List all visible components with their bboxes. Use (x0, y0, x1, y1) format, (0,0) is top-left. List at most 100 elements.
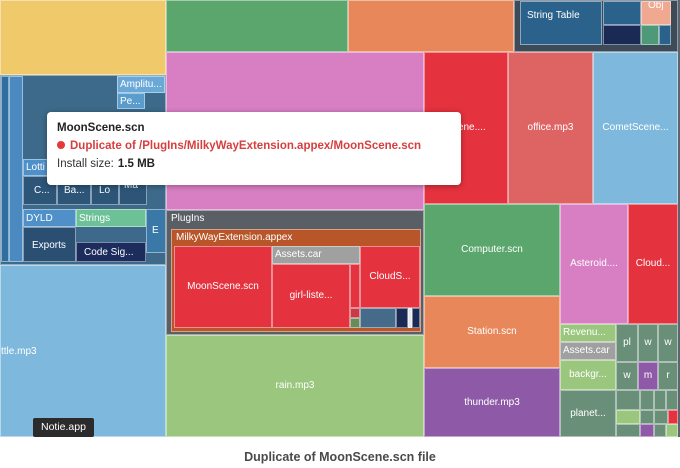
tile-pl[interactable]: pl (616, 324, 638, 362)
tile-teal-a[interactable] (641, 25, 659, 45)
tile-string-table[interactable]: String Table (520, 1, 602, 45)
tile-top-green[interactable] (166, 0, 348, 52)
scene-partial-label: Scene.... (446, 122, 486, 133)
tile-string-group[interactable]: String Table Obj (514, 0, 678, 52)
tile-thunder[interactable]: thunder.mp3 (424, 368, 560, 437)
tile-small-12[interactable] (666, 424, 678, 437)
tile-small-8[interactable] (654, 410, 668, 424)
tile-office[interactable]: office.mp3 (508, 52, 593, 204)
tooltip: MoonScene.scn Duplicate of /PlugIns/Milk… (47, 112, 461, 185)
caption: Duplicate of MoonScene.scn file (244, 450, 436, 464)
tile-small-5[interactable] (616, 410, 640, 424)
computer-label: Computer.scn (461, 244, 523, 255)
w3-label: w (623, 370, 631, 381)
tile-exports[interactable]: Exports (23, 227, 76, 262)
tile-backgr[interactable]: backgr... (560, 360, 616, 390)
obj-label: Obj (648, 1, 664, 11)
tooltip-title: MoonScene.scn (57, 122, 145, 134)
tile-small-9[interactable] (668, 410, 678, 424)
tile-navy-b[interactable] (396, 308, 408, 328)
dyld-label: DYLD (26, 213, 53, 224)
lo-label: Lo (99, 185, 111, 196)
tile-asteroid[interactable]: Asteroid.... (560, 204, 628, 324)
tile-small-11[interactable] (654, 424, 666, 437)
tile-revenu[interactable]: Revenu... (560, 324, 616, 342)
tile-w3[interactable]: w (616, 362, 638, 390)
tooltip-status: Duplicate of /PlugIns/MilkyWayExtension.… (57, 139, 451, 153)
tile-comet[interactable]: CometScene... (593, 52, 678, 204)
ttle-label: ttle.mp3 (1, 346, 37, 357)
tile-code-sig[interactable]: Code Sig... (76, 242, 146, 262)
tile-top-orange[interactable] (348, 0, 514, 52)
tile-small-10[interactable] (640, 424, 654, 437)
tile-rain[interactable]: rain.mp3 (166, 335, 424, 437)
planet-label: planet... (570, 407, 606, 419)
tile-slate-a[interactable] (360, 308, 396, 328)
tile-dyld[interactable]: DYLD (23, 209, 76, 227)
treemap: String Table Obj Amplitu... Pe... Lotti … (0, 0, 680, 437)
tile-ttle[interactable]: ttle.mp3 (0, 265, 166, 437)
exports-label: Exports (32, 240, 66, 251)
string-table-label: String Table (527, 10, 580, 21)
tile-small-2[interactable] (640, 390, 654, 410)
ba-label: Ba... (64, 185, 85, 196)
tile-m[interactable]: m (638, 362, 658, 390)
tile-clouds-plugin[interactable]: CloudS... (360, 246, 420, 308)
tile-e[interactable]: E (146, 209, 165, 253)
m-label: m (643, 370, 653, 381)
tile-strings[interactable]: Strings (76, 209, 146, 227)
tile-strip-b[interactable] (350, 308, 360, 318)
tile-computer[interactable]: Computer.scn (424, 204, 560, 296)
tile-navy-a[interactable] (603, 25, 641, 45)
tile-blue-b[interactable] (659, 25, 671, 45)
rain-label: rain.mp3 (275, 380, 315, 391)
tile-small-6[interactable] (616, 424, 640, 437)
r-label: r (666, 370, 670, 381)
tile-cloud[interactable]: Cloud... (628, 204, 678, 324)
tile-planet[interactable]: planet... (560, 390, 616, 437)
tooltip-size-label: Install size: (57, 158, 114, 170)
assets-car-label: Assets.car (563, 345, 610, 356)
tile-top-left[interactable] (0, 0, 166, 75)
tile-assets-car-plugin[interactable]: Assets.car (272, 246, 360, 264)
tile-left-stripe-2[interactable] (9, 76, 23, 262)
tile-small-3[interactable] (654, 390, 666, 410)
lotti-label: Lotti (26, 162, 45, 173)
tile-small-1[interactable] (616, 390, 640, 410)
tile-amplitu[interactable]: Amplitu... (117, 76, 165, 93)
tooltip-status-text: Duplicate of /PlugIns/MilkyWayExtension.… (70, 140, 422, 152)
comet-label: CometScene... (602, 122, 669, 133)
tile-assets-car[interactable]: Assets.car (560, 342, 616, 360)
office-label: office.mp3 (527, 122, 574, 133)
tile-small-7[interactable] (640, 410, 654, 424)
backgr-label: backgr... (569, 369, 607, 380)
w2-label: w (664, 337, 672, 348)
strings-label: Strings (79, 213, 111, 224)
tile-left-group[interactable]: Amplitu... Pe... Lotti C... Ba... Lo Ma … (0, 75, 166, 265)
tile-strip-a[interactable] (350, 264, 360, 308)
tile-w2[interactable]: w (658, 324, 678, 362)
assets-car-plugin-label: Assets.car (275, 249, 322, 260)
tile-white-strip[interactable] (408, 308, 412, 328)
tile-strip-c[interactable] (350, 318, 360, 328)
tile-r[interactable]: r (658, 362, 678, 390)
tile-w1[interactable]: w (638, 324, 658, 362)
tile-station[interactable]: Station.scn (424, 296, 560, 368)
tile-left-stripe-1[interactable] (1, 76, 9, 262)
tile-milkyway-group[interactable]: MilkyWayExtension.appex MoonScene.scn As… (171, 229, 421, 332)
tile-plugins-group[interactable]: PlugIns MilkyWayExtension.appex MoonScen… (166, 210, 424, 335)
tooltip-size: Install size: 1.5 MB (57, 157, 451, 171)
tile-blue-a[interactable] (603, 1, 641, 25)
station-label: Station.scn (467, 326, 517, 337)
tile-moonscene-plugin[interactable]: MoonScene.scn (174, 246, 272, 328)
tile-pe[interactable]: Pe... (117, 93, 145, 109)
app-badge: Notie.app (33, 418, 94, 437)
plugins-header: PlugIns (171, 213, 205, 224)
clouds-plugin-label: CloudS... (369, 271, 411, 282)
tile-small-4[interactable] (666, 390, 678, 410)
duplicate-dot-icon (57, 141, 65, 149)
tile-navy-c[interactable] (412, 308, 420, 328)
e-label: E (152, 225, 159, 236)
tile-girl-liste[interactable]: girl-liste... (272, 264, 350, 328)
tile-obj[interactable]: Obj (641, 1, 671, 25)
